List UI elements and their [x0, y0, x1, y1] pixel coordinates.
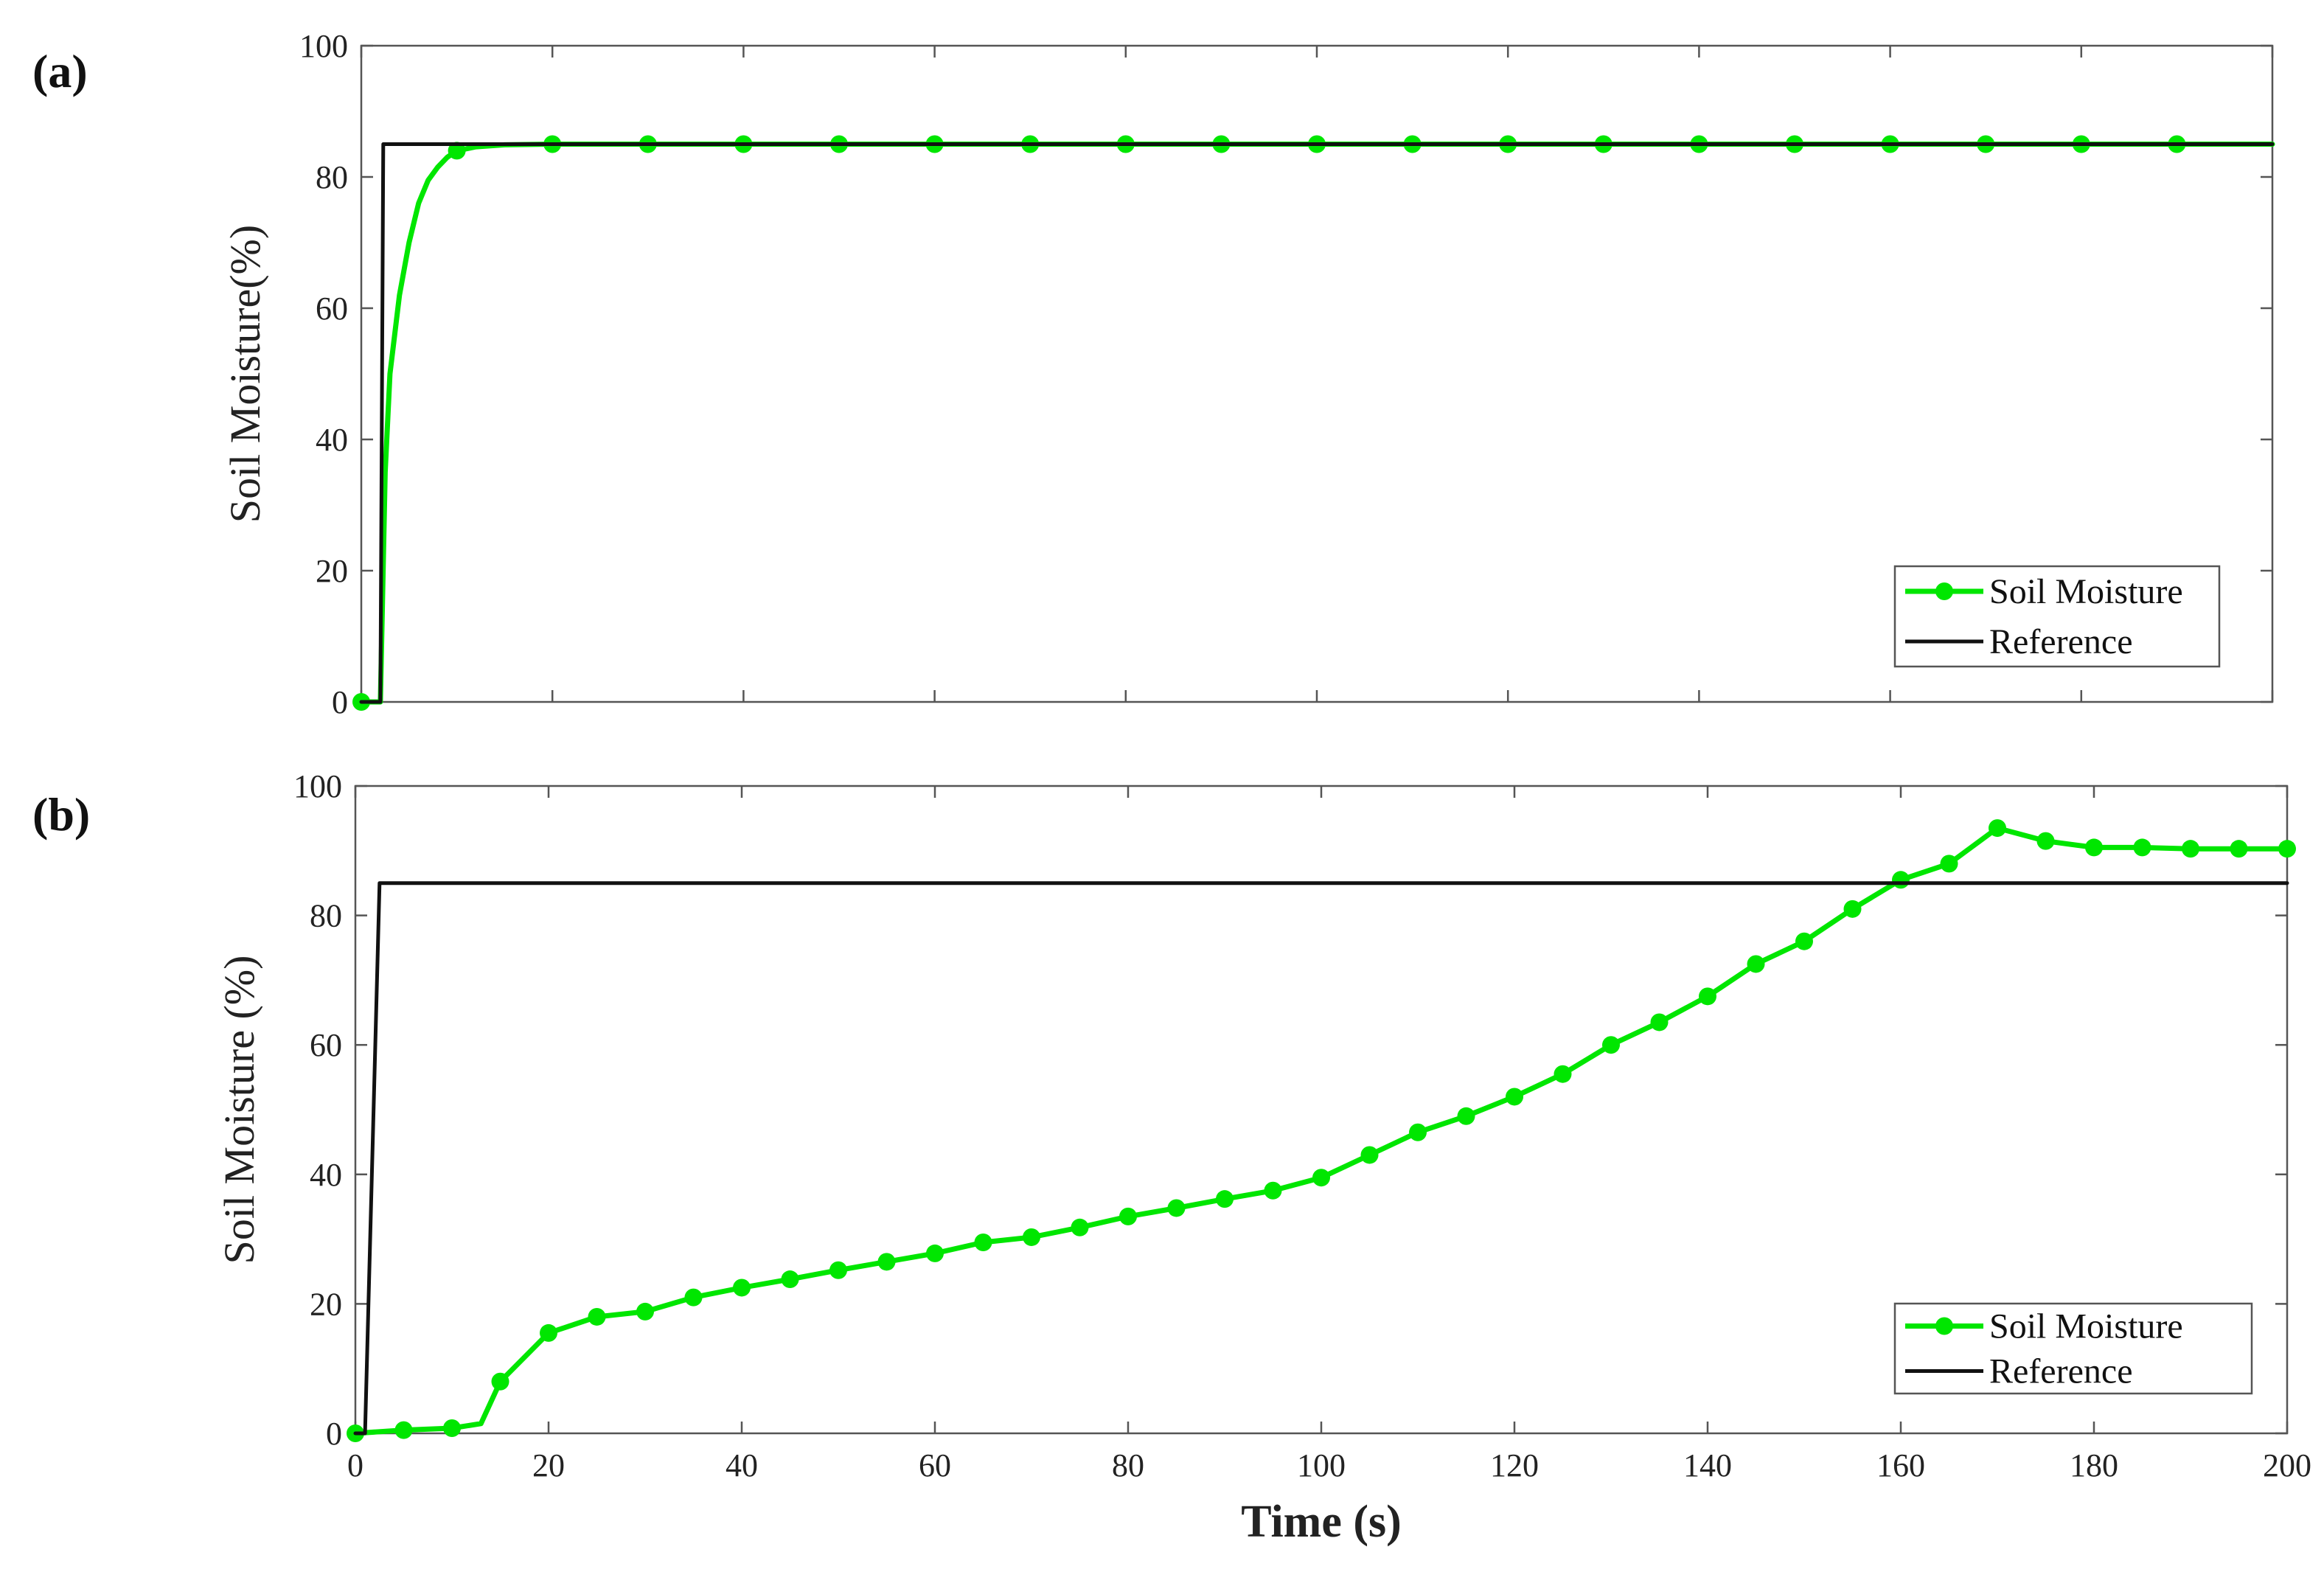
y-axis-label: Soil Moisture (%)	[215, 956, 263, 1264]
chart-panel-b: (b) 0 20 40 60 80 100 0 20 40 60 80 100 120 140 160 180 2…	[32, 768, 2311, 1547]
data-point	[636, 1302, 654, 1321]
legend: Soil Moisture Reference	[1893, 565, 2221, 668]
legend-box	[1893, 565, 2221, 668]
panel-label: (b)	[32, 788, 90, 841]
y-tick-label: 40	[310, 1157, 342, 1193]
data-point	[733, 1278, 751, 1297]
data-point	[1312, 1169, 1330, 1187]
data-point	[1023, 1228, 1040, 1246]
data-point	[2085, 838, 2103, 857]
data-point	[448, 142, 466, 160]
y-tick-label: 40	[316, 422, 348, 458]
data-point	[1264, 1181, 1282, 1200]
data-point	[1216, 1190, 1234, 1208]
legend-marker	[1935, 1317, 1953, 1335]
data-point	[491, 1372, 509, 1391]
data-point	[1071, 1218, 1089, 1236]
legend-entry: Soil Moisture	[1989, 572, 2183, 611]
data-point	[1747, 955, 1765, 973]
x-tick-label: 160	[1876, 1447, 1925, 1483]
data-point	[2278, 840, 2296, 858]
y-tick-label: 0	[326, 1416, 342, 1452]
y-tick-label: 100	[293, 768, 342, 804]
data-point	[2182, 840, 2199, 858]
y-tick-label: 80	[310, 898, 342, 934]
data-point	[1457, 1107, 1475, 1125]
legend-entry: Soil Moisture	[1989, 1307, 2183, 1346]
y-tick-label: 0	[332, 684, 348, 720]
data-point	[684, 1288, 703, 1307]
legend-entry: Reference	[1989, 1352, 2133, 1391]
x-tick-label: 20	[532, 1447, 565, 1483]
data-point	[2133, 838, 2151, 857]
data-point	[1699, 987, 1716, 1006]
data-point	[1409, 1123, 1427, 1141]
data-point	[1167, 1199, 1186, 1217]
x-tick-label: 60	[919, 1447, 951, 1483]
data-point	[1843, 900, 1862, 918]
data-point	[1506, 1088, 1523, 1106]
y-tick-label: 20	[310, 1286, 342, 1322]
series-line-reference	[353, 881, 2289, 1436]
data-point	[877, 1253, 896, 1271]
y-tick-label: 20	[316, 553, 348, 589]
y-axis-label: Soil Moisture(%)	[221, 225, 269, 523]
legend-entry: Reference	[1989, 622, 2133, 661]
data-point	[1650, 1013, 1669, 1031]
data-point	[1119, 1207, 1137, 1225]
y-tick-label: 80	[316, 159, 348, 195]
data-point	[1602, 1036, 1620, 1054]
data-point	[1360, 1146, 1379, 1164]
x-axis-label: Time (s)	[1241, 1497, 1402, 1547]
data-point	[2036, 832, 2055, 850]
chart-panel-a: (a) 0 20 40 60 80 100 Soil Moisture(%) Soil Mois…	[32, 28, 2275, 720]
legend-box	[1893, 1302, 2253, 1395]
x-tick-label: 140	[1683, 1447, 1732, 1483]
data-point	[974, 1233, 992, 1251]
y-tick-label: 60	[310, 1027, 342, 1063]
panel-label: (a)	[32, 45, 88, 97]
data-point	[1892, 871, 1910, 889]
data-point	[394, 1421, 413, 1439]
data-point	[2230, 840, 2248, 858]
x-tick-label: 120	[1490, 1447, 1539, 1483]
x-tick-label: 100	[1297, 1447, 1346, 1483]
y-tick-label: 100	[299, 28, 348, 64]
legend-marker	[1935, 582, 1953, 600]
data-point	[926, 1244, 944, 1262]
data-point	[540, 1323, 557, 1342]
data-point	[829, 1261, 847, 1279]
data-point	[443, 1419, 461, 1437]
data-point	[1989, 819, 2006, 838]
data-point	[1795, 932, 1813, 950]
x-tick-label: 0	[347, 1447, 363, 1483]
series-line-reference	[359, 142, 2275, 704]
data-point	[1554, 1065, 1572, 1083]
panels: (a) 0 20 40 60 80 100 Soil Moisture(%) Soil Mois…	[32, 28, 2311, 1547]
data-point	[588, 1307, 606, 1326]
data-point	[1940, 855, 1958, 873]
x-tick-label: 80	[1112, 1447, 1144, 1483]
data-point	[781, 1270, 799, 1289]
legend: Soil Moisture Reference	[1893, 1302, 2253, 1395]
x-tick-label: 40	[726, 1447, 758, 1483]
x-tick-label: 200	[2263, 1447, 2311, 1483]
x-tick-label: 180	[2070, 1447, 2118, 1483]
y-tick-label: 60	[316, 291, 348, 327]
